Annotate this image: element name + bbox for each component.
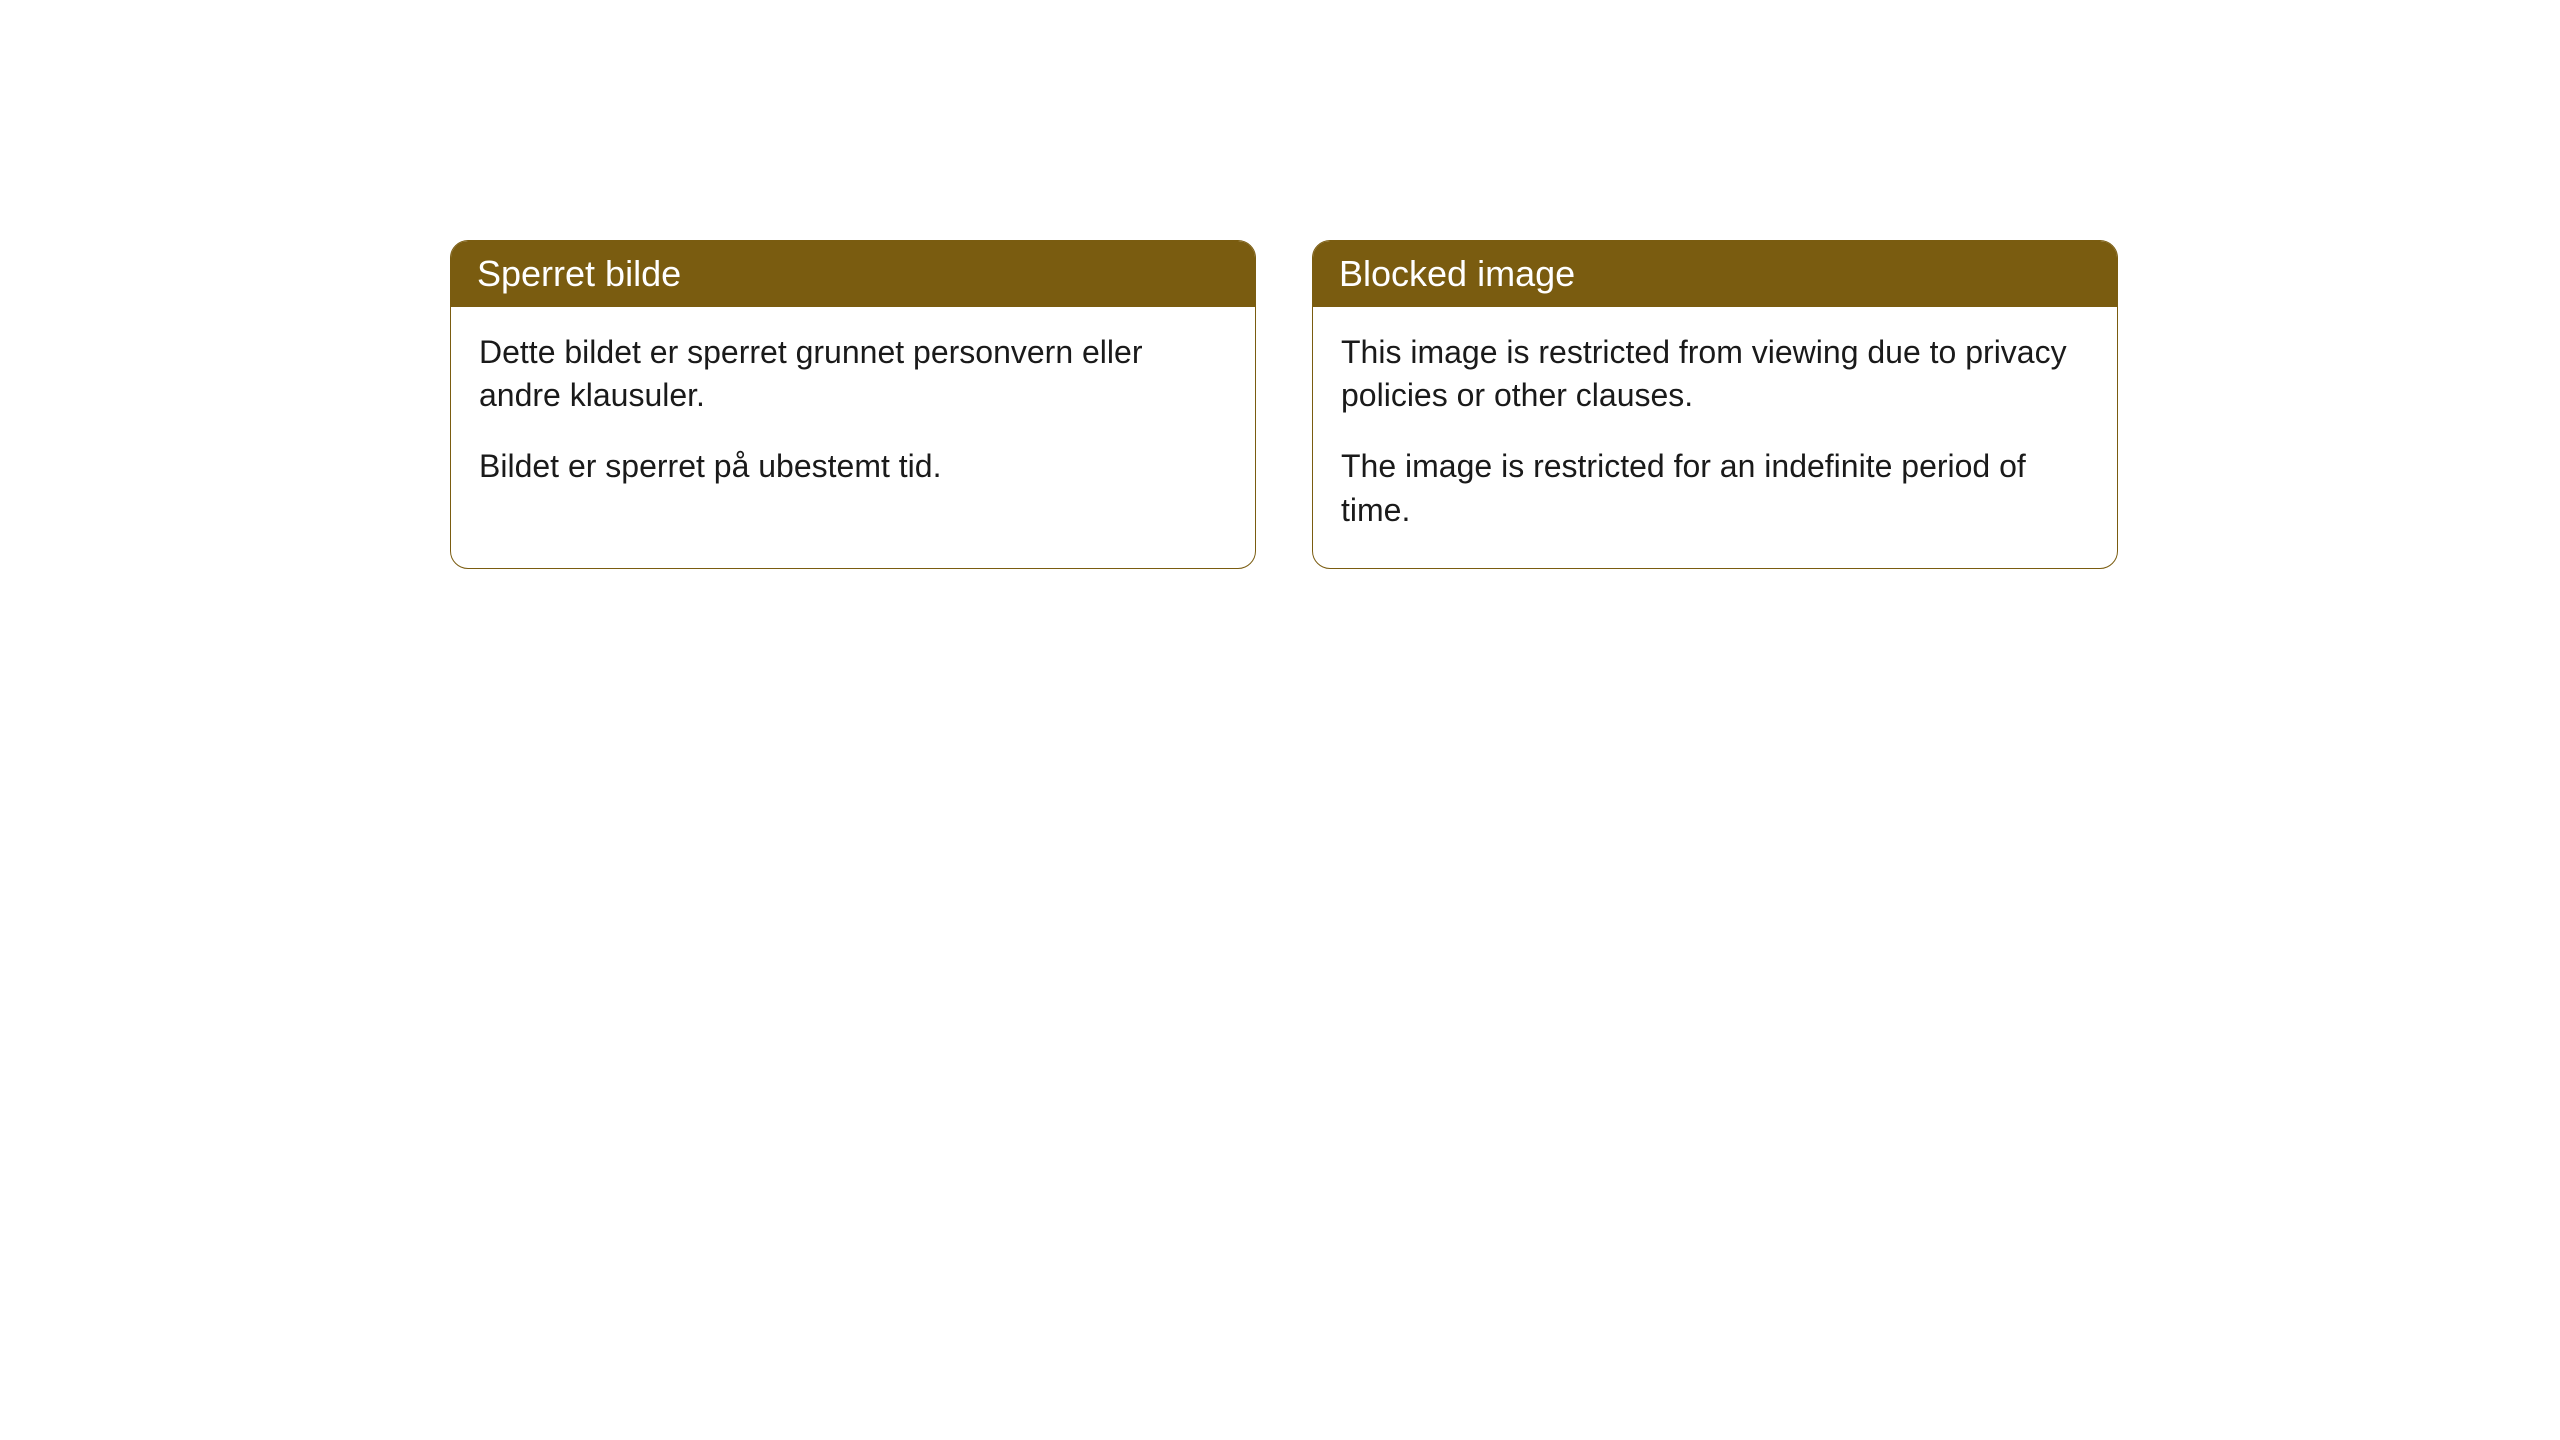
notice-container: Sperret bilde Dette bildet er sperret gr… [0, 0, 2560, 569]
notice-card-english: Blocked image This image is restricted f… [1312, 240, 2118, 569]
card-paragraph-2: The image is restricted for an indefinit… [1341, 445, 2089, 531]
card-body: This image is restricted from viewing du… [1313, 307, 2117, 568]
card-paragraph-1: Dette bildet er sperret grunnet personve… [479, 331, 1227, 417]
card-title: Blocked image [1339, 253, 1575, 294]
notice-card-norwegian: Sperret bilde Dette bildet er sperret gr… [450, 240, 1256, 569]
card-paragraph-2: Bildet er sperret på ubestemt tid. [479, 445, 1227, 488]
card-header: Blocked image [1313, 241, 2117, 307]
card-header: Sperret bilde [451, 241, 1255, 307]
card-body: Dette bildet er sperret grunnet personve… [451, 307, 1255, 525]
card-paragraph-1: This image is restricted from viewing du… [1341, 331, 2089, 417]
card-title: Sperret bilde [477, 253, 681, 294]
